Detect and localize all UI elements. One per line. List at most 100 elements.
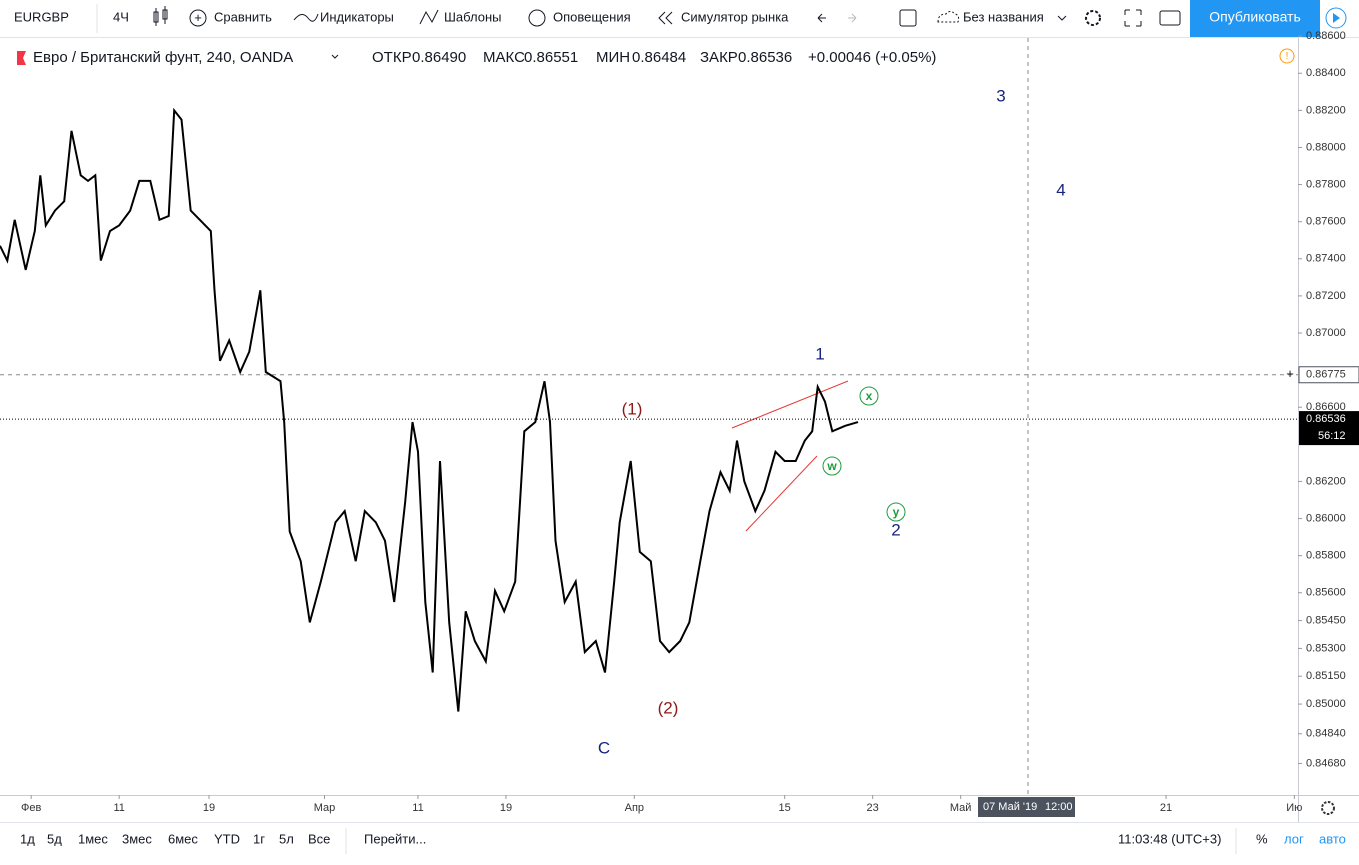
x-tick-label: 19	[500, 802, 512, 814]
y-tick-label: 0.85450	[1306, 614, 1346, 626]
y-tick-label: 0.88200	[1306, 104, 1346, 116]
open-value: 0.86490	[412, 49, 466, 66]
y-tick-label: 0.88400	[1306, 67, 1346, 79]
y-tick-label: 0.86000	[1306, 512, 1346, 524]
range-button[interactable]: 6мес	[168, 831, 198, 846]
wave-label[interactable]: (2)	[658, 698, 679, 717]
low-value: 0.86484	[632, 49, 686, 66]
chart-style-icon[interactable]	[153, 6, 168, 26]
y-tick-label: 0.88600	[1306, 30, 1346, 42]
y-tick-label: 0.87600	[1306, 216, 1346, 228]
low-label: МИН	[596, 49, 630, 66]
interval[interactable]: 4Ч	[113, 9, 129, 24]
crosshair-date-box	[978, 797, 1075, 817]
compare-icon[interactable]	[189, 9, 207, 27]
layout-icon[interactable]	[899, 9, 917, 27]
redo[interactable]	[848, 13, 857, 23]
goto[interactable]: Перейти...	[364, 831, 426, 846]
alerts[interactable]: Оповещения	[553, 9, 631, 24]
wave-label[interactable]: 1	[815, 344, 824, 363]
change: +0.00046 (+0.05%)	[808, 49, 936, 66]
legend-title[interactable]: Евро / Британский фунт, 240, OANDA	[33, 49, 293, 66]
y-tick-label: 0.85300	[1306, 642, 1346, 654]
trend-line[interactable]	[731, 380, 849, 429]
y-tick-label: 0.87800	[1306, 178, 1346, 190]
publish-label: Опубликовать	[1209, 9, 1301, 25]
warning-mark: !	[1286, 51, 1289, 62]
replay-icon[interactable]	[658, 11, 673, 25]
wave-label[interactable]: 3	[996, 86, 1005, 105]
log[interactable]: лог	[1284, 831, 1304, 846]
wave-label[interactable]: w	[826, 459, 837, 473]
range-button[interactable]: 5л	[279, 831, 294, 846]
wave-label[interactable]: 2	[891, 520, 900, 539]
wave-label[interactable]: x	[866, 389, 873, 403]
close-value: 0.86536	[738, 49, 792, 66]
x-tick-label: 21	[1160, 802, 1172, 814]
range-button[interactable]: 1д	[20, 831, 35, 846]
range-button[interactable]: 1мес	[78, 831, 108, 846]
y-tick-label: 0.88000	[1306, 141, 1346, 153]
symbol[interactable]: EURGBP	[14, 9, 69, 24]
crosshair-label-box	[1298, 366, 1359, 384]
range-button[interactable]: YTD	[214, 831, 240, 846]
snapshot[interactable]	[1159, 10, 1181, 26]
open-label: ОТКР	[372, 49, 412, 66]
warning-icon[interactable]	[1279, 48, 1295, 64]
flag[interactable]	[17, 51, 26, 65]
high-label: МАКС	[483, 49, 525, 66]
replay[interactable]: Симулятор рынка	[681, 9, 789, 24]
undo[interactable]	[817, 13, 826, 23]
clock: 11:03:48 (UTC+3)	[1118, 831, 1221, 846]
toolbar	[0, 0, 1359, 37]
layout-name[interactable]: Без названия	[963, 9, 1044, 24]
x-tick-label: 19	[203, 802, 215, 814]
templates[interactable]: Шаблоны	[444, 9, 502, 24]
cloud-icon[interactable]	[937, 11, 960, 23]
x-tick-label: Фев	[21, 802, 41, 814]
compare[interactable]: Сравнить	[214, 9, 272, 24]
range-button[interactable]: 5д	[47, 831, 62, 846]
range-button[interactable]: Все	[308, 831, 330, 846]
x-tick-label: 15	[779, 802, 791, 814]
wave-circle[interactable]	[859, 386, 879, 406]
indicators-icon[interactable]	[293, 13, 319, 22]
high-value: 0.86551	[524, 49, 578, 66]
x-tick-label: Ию	[1286, 802, 1302, 814]
wave-label[interactable]: (1)	[622, 399, 643, 418]
alerts-icon[interactable]	[528, 9, 546, 27]
publish-button[interactable]	[1190, 0, 1320, 37]
wave-label[interactable]: 4	[1056, 180, 1065, 199]
last-price-box	[1299, 411, 1359, 446]
templates-icon[interactable]	[419, 9, 439, 25]
x-tick-label: 11	[412, 802, 423, 814]
play-tri	[1333, 13, 1340, 23]
wave-circle[interactable]	[822, 456, 842, 476]
settings[interactable]	[1085, 10, 1101, 26]
last-price: 0.86536	[1306, 413, 1346, 425]
y-tick-label: 0.85150	[1306, 670, 1346, 682]
crosshair-price: 0.86775	[1306, 369, 1346, 381]
crosshair-plus: +	[1286, 366, 1294, 381]
plus: +	[194, 10, 202, 25]
countdown: 56:12	[1318, 430, 1346, 442]
y-tick-label: 0.85600	[1306, 587, 1346, 599]
y-tick-label: 0.85800	[1306, 550, 1346, 562]
y-tick-label: 0.84840	[1306, 728, 1346, 740]
indicators[interactable]: Индикаторы	[320, 9, 394, 24]
wave-label[interactable]: C	[598, 738, 610, 757]
y-tick-label: 0.86600	[1306, 401, 1346, 413]
axis-settings[interactable]	[1321, 801, 1335, 815]
x-tick-label: Апр	[625, 802, 644, 814]
range-button[interactable]: 1г	[253, 831, 265, 846]
auto[interactable]: авто	[1319, 831, 1346, 846]
range-button[interactable]: 3мес	[122, 831, 152, 846]
x-tick-label: 11	[113, 802, 124, 814]
wave-label[interactable]: y	[893, 505, 900, 519]
trend-line[interactable]	[745, 455, 818, 532]
price-line	[0, 107, 859, 712]
wave-circle[interactable]	[886, 502, 906, 522]
fullscreen[interactable]	[1124, 9, 1142, 27]
percent[interactable]: %	[1256, 831, 1268, 846]
